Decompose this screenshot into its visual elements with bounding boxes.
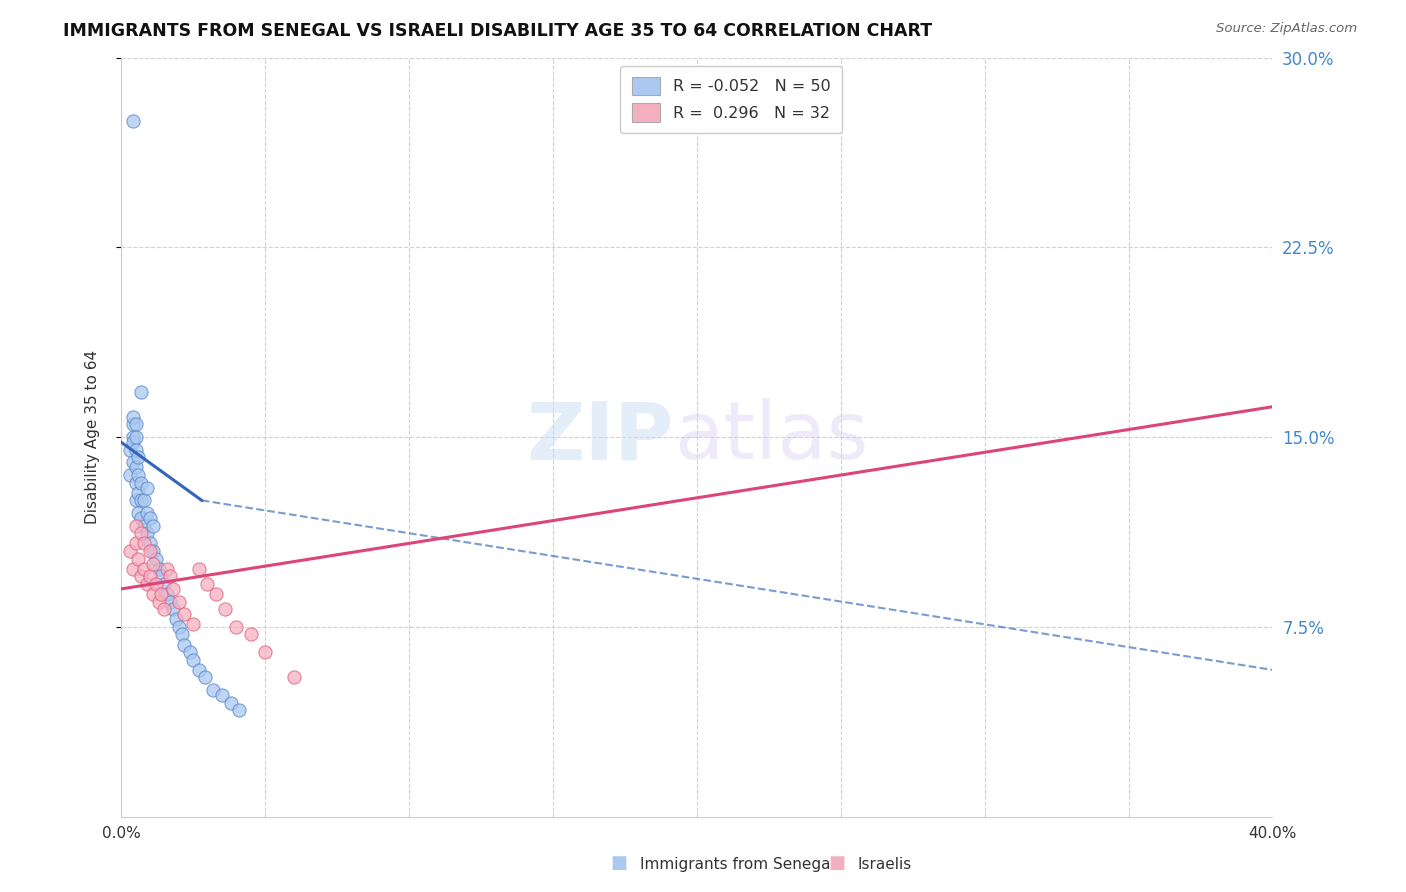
Point xyxy=(124,493,146,508)
Point xyxy=(167,620,190,634)
Point xyxy=(148,562,170,576)
Point xyxy=(124,536,146,550)
Point xyxy=(121,435,143,450)
Point xyxy=(150,587,173,601)
Text: ■: ■ xyxy=(610,855,627,872)
Point xyxy=(129,526,152,541)
Text: ZIP: ZIP xyxy=(526,398,673,476)
Point xyxy=(121,455,143,469)
Point xyxy=(170,627,193,641)
Point xyxy=(187,562,209,576)
Point xyxy=(127,551,149,566)
Point xyxy=(136,577,159,591)
Point xyxy=(181,617,204,632)
Point xyxy=(156,587,179,601)
Point xyxy=(121,409,143,424)
Point xyxy=(197,577,219,591)
Point xyxy=(153,602,176,616)
Text: Immigrants from Senegal: Immigrants from Senegal xyxy=(640,857,835,872)
Text: IMMIGRANTS FROM SENEGAL VS ISRAELI DISABILITY AGE 35 TO 64 CORRELATION CHART: IMMIGRANTS FROM SENEGAL VS ISRAELI DISAB… xyxy=(63,22,932,40)
Point xyxy=(211,688,233,702)
Point xyxy=(187,663,209,677)
Point xyxy=(139,536,162,550)
Point xyxy=(129,384,152,399)
Point xyxy=(162,602,184,616)
Point xyxy=(129,475,152,490)
Point xyxy=(142,587,165,601)
Point xyxy=(202,683,225,698)
Point xyxy=(118,468,141,483)
Point xyxy=(142,557,165,571)
Point xyxy=(283,670,305,684)
Point xyxy=(129,511,152,525)
Point xyxy=(118,544,141,558)
Point xyxy=(142,544,165,558)
Point xyxy=(142,518,165,533)
Point xyxy=(139,511,162,525)
Point xyxy=(129,493,152,508)
Legend: R = -0.052   N = 50, R =  0.296   N = 32: R = -0.052 N = 50, R = 0.296 N = 32 xyxy=(620,66,842,133)
Point xyxy=(124,417,146,432)
Point xyxy=(134,536,156,550)
Point xyxy=(228,703,250,717)
Point xyxy=(239,627,262,641)
Point xyxy=(205,587,228,601)
Point xyxy=(179,645,201,659)
Point xyxy=(194,670,217,684)
Point xyxy=(134,562,156,576)
Text: atlas: atlas xyxy=(673,398,868,476)
Point xyxy=(165,612,187,626)
Point xyxy=(118,442,141,457)
Point xyxy=(148,594,170,608)
Point xyxy=(162,582,184,596)
Point xyxy=(153,577,176,591)
Text: Israelis: Israelis xyxy=(858,857,912,872)
Point xyxy=(173,638,195,652)
Point xyxy=(145,577,167,591)
Text: ■: ■ xyxy=(828,855,845,872)
Y-axis label: Disability Age 35 to 64: Disability Age 35 to 64 xyxy=(86,350,100,524)
Point xyxy=(150,569,173,583)
Point xyxy=(134,493,156,508)
Point xyxy=(124,475,146,490)
Point xyxy=(121,562,143,576)
Point xyxy=(167,594,190,608)
Point xyxy=(136,506,159,520)
Point xyxy=(124,430,146,444)
Point xyxy=(159,594,181,608)
Point xyxy=(124,442,146,457)
Point xyxy=(124,460,146,475)
Point xyxy=(156,562,179,576)
Point xyxy=(254,645,277,659)
Point xyxy=(173,607,195,622)
Point xyxy=(214,602,236,616)
Point xyxy=(127,485,149,500)
Point xyxy=(139,544,162,558)
Point xyxy=(181,653,204,667)
Point xyxy=(127,450,149,465)
Point xyxy=(127,468,149,483)
Point xyxy=(145,551,167,566)
Point xyxy=(136,526,159,541)
Point xyxy=(136,481,159,495)
Point xyxy=(124,518,146,533)
Point xyxy=(121,430,143,444)
Point xyxy=(121,417,143,432)
Point xyxy=(134,518,156,533)
Text: Source: ZipAtlas.com: Source: ZipAtlas.com xyxy=(1216,22,1357,36)
Point xyxy=(219,696,242,710)
Point xyxy=(127,506,149,520)
Point xyxy=(121,114,143,128)
Point xyxy=(159,569,181,583)
Point xyxy=(129,569,152,583)
Point xyxy=(225,620,247,634)
Point xyxy=(139,569,162,583)
